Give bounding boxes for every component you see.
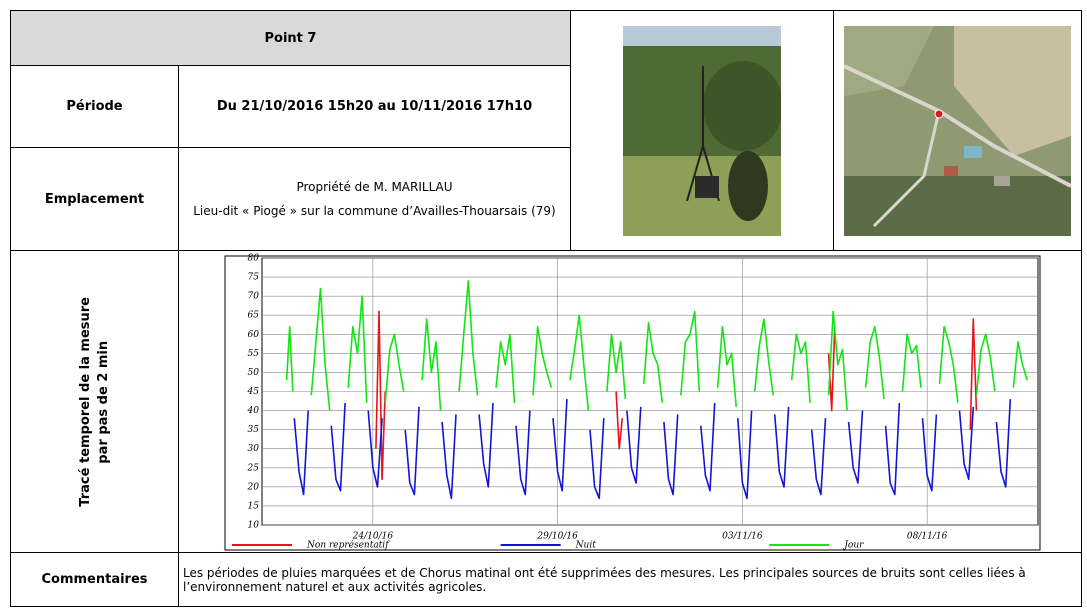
x-tick-label: 29/10/16 [536,532,578,542]
y-tick-label: 10 [248,521,260,531]
y-tick-label: 35 [248,425,260,435]
y-tick-label: 75 [248,273,260,283]
commentaires-text: Les périodes de pluies marquées et de Ch… [183,566,1077,594]
y-tick-label: 40 [247,406,260,416]
y-tick-label: 80 [248,254,260,264]
y-tick-label: 15 [248,501,260,511]
x-tick-label: 03/11/16 [722,532,763,542]
y-tick-label: 70 [248,292,260,302]
y-tick-label: 20 [247,482,260,492]
y-tick-label: 60 [248,330,260,340]
y-tick-label: 30 [248,444,260,454]
legend-label: Non représentatif [306,540,390,551]
legend-label: Nuit [575,541,597,551]
y-tick-label: 65 [248,311,260,321]
commentaires-label-cell: Commentaires [10,552,179,607]
commentaires-label: Commentaires [41,572,147,587]
page: Point 7 Période Du 21/10/2016 15h20 au 1… [0,0,1087,610]
chart: 10152025303540455055606570758024/10/1629… [0,0,1087,610]
y-tick-label: 55 [248,349,260,359]
y-tick-label: 45 [247,387,260,397]
y-tick-label: 25 [247,463,260,473]
x-tick-label: 08/11/16 [907,532,948,542]
legend-label: Jour [842,541,864,551]
y-tick-label: 50 [248,368,260,378]
commentaires-text-cell: Les périodes de pluies marquées et de Ch… [178,552,1082,607]
